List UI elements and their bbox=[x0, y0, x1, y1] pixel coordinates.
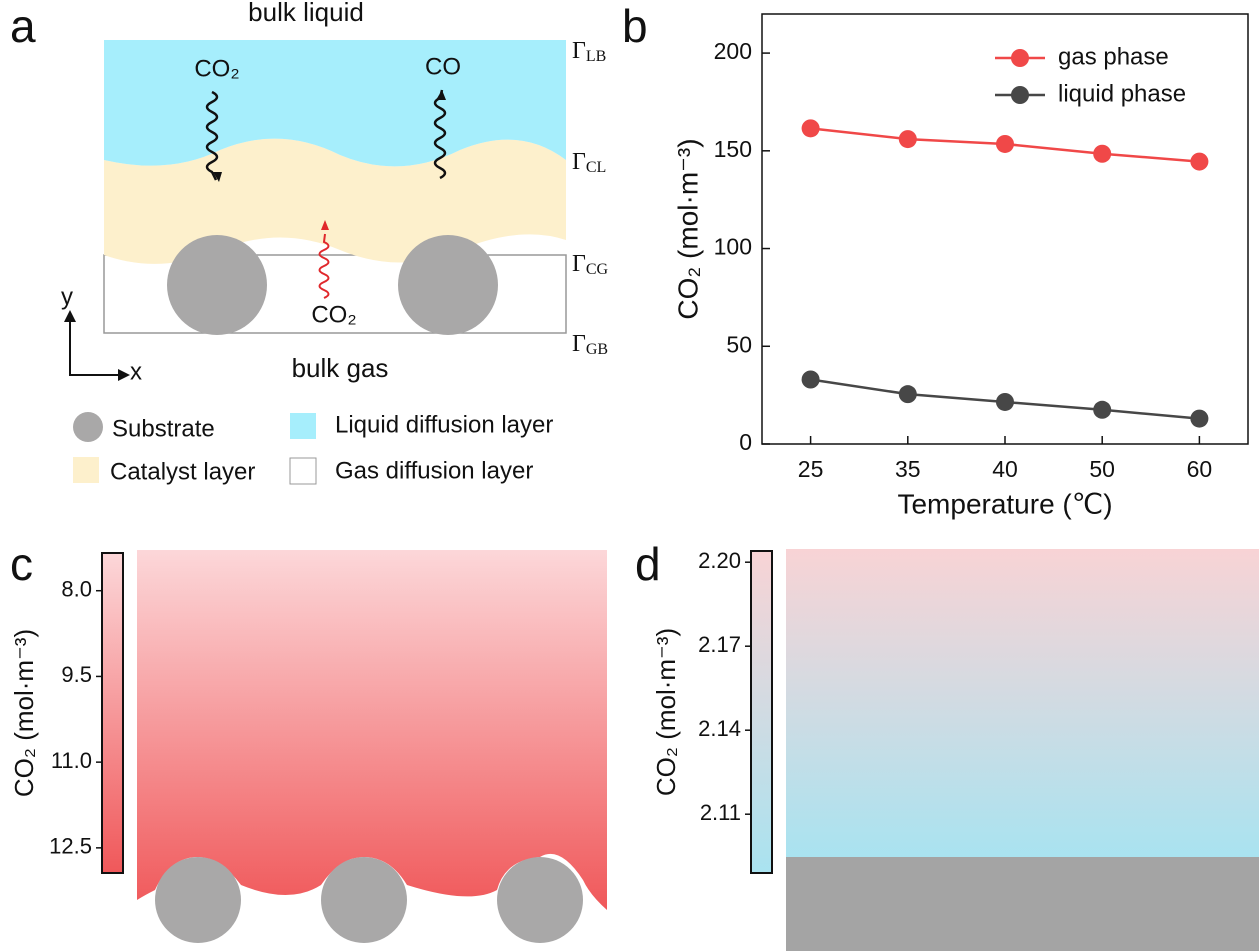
wave-arrow bbox=[205, 90, 219, 181]
data-point bbox=[898, 130, 917, 149]
panel-letter: b bbox=[622, 0, 648, 52]
substrate bbox=[167, 235, 267, 335]
colorbar-label: CO₂ (mol·m⁻³) bbox=[9, 629, 39, 797]
boundary-label: ΓCL bbox=[572, 149, 606, 176]
bottom-label: bulk gas bbox=[292, 353, 389, 383]
data-point bbox=[1093, 144, 1112, 163]
y-tick-label: 0 bbox=[739, 429, 752, 455]
axis-arrows bbox=[69, 320, 120, 376]
legend-swatch bbox=[290, 413, 316, 439]
substrate bbox=[321, 857, 407, 943]
substrate bbox=[155, 857, 241, 943]
y-tick-label: 100 bbox=[714, 234, 752, 260]
colorbar-tick-label: 8.0 bbox=[61, 577, 92, 602]
legend-marker bbox=[1011, 49, 1029, 67]
arrow-head bbox=[321, 220, 329, 230]
plot-frame bbox=[761, 13, 1249, 445]
colorbar bbox=[101, 552, 124, 874]
boundary-label: ΓLB bbox=[572, 38, 606, 65]
colorbar-label: CO₂ (mol·m⁻³) bbox=[651, 628, 681, 796]
concentration-field bbox=[137, 550, 607, 910]
wave-arrow bbox=[433, 89, 447, 180]
substrate bbox=[786, 857, 1259, 951]
boundary-subscript: LB bbox=[586, 48, 606, 65]
legend-swatch bbox=[73, 412, 103, 442]
legend-label: Substrate bbox=[112, 415, 215, 442]
legend-marker bbox=[1011, 86, 1029, 104]
arrow-head bbox=[213, 172, 222, 182]
legend-label: Catalyst layer bbox=[110, 458, 255, 485]
boundary-subscript: CL bbox=[586, 159, 606, 176]
x-tick-label: 60 bbox=[1187, 456, 1213, 482]
colorbar-tick-label: 2.17 bbox=[698, 632, 741, 657]
data-point bbox=[898, 385, 917, 404]
data-point bbox=[1190, 409, 1209, 428]
axis-label: x bbox=[130, 358, 142, 385]
panel-letter: a bbox=[10, 0, 36, 52]
liquid-diffusion-layer bbox=[104, 40, 566, 167]
boundary-symbol: Γ bbox=[572, 149, 586, 175]
panel-letter: c bbox=[10, 538, 33, 590]
data-point bbox=[1093, 400, 1112, 419]
species-label: CO₂ bbox=[194, 55, 239, 82]
panel-letter: d bbox=[635, 538, 661, 590]
concentration-field bbox=[786, 549, 1259, 857]
legend-label: gas phase bbox=[1058, 43, 1169, 70]
x-tick-label: 50 bbox=[1089, 456, 1115, 482]
colorbar-tick-label: 2.11 bbox=[700, 800, 741, 825]
arrow-head bbox=[436, 90, 446, 100]
y-tick-label: 200 bbox=[714, 38, 752, 64]
legend-swatch bbox=[289, 457, 317, 485]
y-axis-label: CO₂ (mol·m⁻³) bbox=[672, 138, 703, 319]
legend-label: Liquid diffusion layer bbox=[335, 411, 553, 438]
x-axis-label: Temperature (℃) bbox=[897, 488, 1112, 519]
x-tick-label: 40 bbox=[992, 456, 1018, 482]
species-label: CO bbox=[425, 53, 461, 80]
boundary-label: ΓCG bbox=[572, 251, 609, 278]
catalyst-layer bbox=[104, 138, 566, 264]
axis-label: y bbox=[61, 283, 73, 310]
boundary-label: ΓGB bbox=[572, 331, 608, 358]
data-point bbox=[801, 370, 820, 389]
data-point bbox=[996, 134, 1014, 153]
legend-label: liquid phase bbox=[1058, 80, 1186, 107]
colorbar-tick-label: 9.5 bbox=[61, 662, 92, 687]
boundary-symbol: Γ bbox=[572, 331, 586, 357]
x-tick-label: 35 bbox=[895, 456, 921, 482]
species-label: CO₂ bbox=[311, 301, 356, 328]
colorbar-tick-label: 12.5 bbox=[49, 834, 92, 859]
boundary-symbol: Γ bbox=[572, 38, 586, 64]
legend-label: Gas diffusion layer bbox=[335, 457, 533, 484]
data-point bbox=[1190, 152, 1209, 171]
top-label: bulk liquid bbox=[248, 0, 364, 27]
boundary-symbol: Γ bbox=[572, 251, 586, 277]
panel-a: bulk liquid bulk gas CO₂ CO CO₂ y x Subs… bbox=[61, 0, 567, 485]
boundary-subscript: GB bbox=[586, 341, 608, 358]
colorbar-tick-label: 11.0 bbox=[51, 748, 92, 773]
colorbar-tick-label: 2.14 bbox=[698, 716, 741, 741]
wave-arrow bbox=[318, 233, 330, 299]
x-tick-label: 25 bbox=[798, 456, 824, 482]
data-point bbox=[996, 392, 1014, 411]
y-tick-label: 50 bbox=[726, 331, 752, 357]
substrate bbox=[497, 857, 583, 943]
substrate bbox=[398, 235, 498, 335]
data-point bbox=[801, 119, 820, 138]
arrow-head bbox=[64, 310, 130, 381]
colorbar bbox=[750, 550, 773, 874]
colorbar-tick-label: 2.20 bbox=[698, 548, 741, 573]
legend-swatch bbox=[73, 457, 99, 483]
boundary-subscript: CG bbox=[586, 261, 609, 278]
y-tick-label: 150 bbox=[714, 136, 752, 162]
